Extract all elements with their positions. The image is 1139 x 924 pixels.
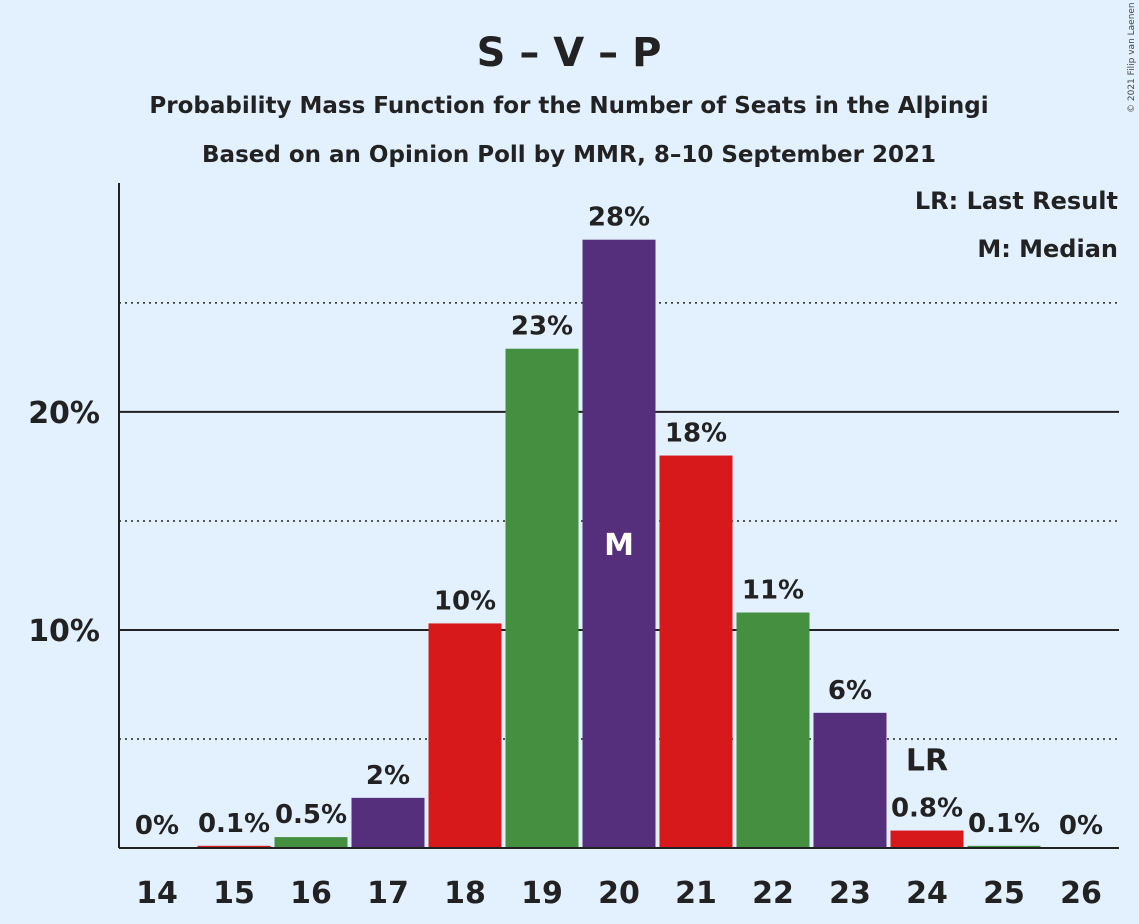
- bar-19: [505, 348, 579, 848]
- bar-17: [351, 797, 425, 848]
- chart-subtitle-poll: Based on an Opinion Poll by MMR, 8–10 Se…: [202, 142, 936, 168]
- x-tick-17: 17: [367, 876, 409, 911]
- x-tick-19: 19: [521, 876, 563, 911]
- data-label-25: 0.1%: [968, 809, 1040, 839]
- x-tick-23: 23: [829, 876, 871, 911]
- y-tick-labels: 10% 20%: [28, 396, 100, 649]
- bar-21: [659, 455, 733, 848]
- bars: [197, 239, 1041, 848]
- data-label-16: 0.5%: [275, 800, 347, 830]
- x-tick-26: 26: [1060, 876, 1102, 911]
- bar-16: [274, 837, 348, 848]
- legend-last-result: LR: Last Result: [915, 187, 1118, 215]
- data-label-14: 0%: [135, 811, 179, 841]
- copyright-note: © 2021 Filip van Laenen: [1127, 2, 1137, 113]
- bar-25: [967, 845, 1041, 848]
- x-tick-21: 21: [675, 876, 717, 911]
- data-label-19: 23%: [511, 312, 573, 342]
- bar-15: [197, 845, 271, 848]
- data-label-20: 28%: [588, 203, 650, 233]
- last-result-marker: LR: [906, 744, 948, 779]
- median-marker: M: [604, 528, 634, 563]
- bar-23: [813, 712, 887, 848]
- bar-18: [428, 623, 502, 848]
- data-labels: 0% 0.1% 0.5%2%10%23%28%M18%11%6%0.8%LR0.1%…: [135, 203, 1103, 841]
- data-label-23: 6%: [828, 676, 872, 706]
- x-tick-16: 16: [290, 876, 332, 911]
- data-label-15: 0.1%: [198, 809, 270, 839]
- x-tick-15: 15: [213, 876, 255, 911]
- y-tick-label: 20%: [28, 396, 100, 431]
- chart-title: S – V – P: [477, 30, 662, 76]
- x-tick-25: 25: [983, 876, 1025, 911]
- x-tick-20: 20: [598, 876, 640, 911]
- x-tick-18: 18: [444, 876, 486, 911]
- chart-subtitle: Probability Mass Function for the Number…: [149, 93, 988, 119]
- x-tick-14: 14: [136, 876, 178, 911]
- bar-24: [890, 830, 964, 848]
- x-tick-22: 22: [752, 876, 794, 911]
- data-label-26: 0%: [1059, 811, 1103, 841]
- x-tick-labels: 14 15 16 17 18 19 20 21 22 23 24 25 26: [136, 876, 1102, 911]
- x-tick-24: 24: [906, 876, 948, 911]
- y-tick-label: 10%: [28, 614, 100, 649]
- bar-20: [582, 239, 656, 848]
- data-label-24: 0.8%: [891, 794, 963, 824]
- data-label-21: 18%: [665, 419, 727, 449]
- data-label-17: 2%: [366, 761, 410, 791]
- legend-median: M: Median: [977, 235, 1118, 263]
- data-label-18: 10%: [434, 586, 496, 616]
- bar-22: [736, 612, 810, 848]
- data-label-22: 11%: [742, 576, 804, 606]
